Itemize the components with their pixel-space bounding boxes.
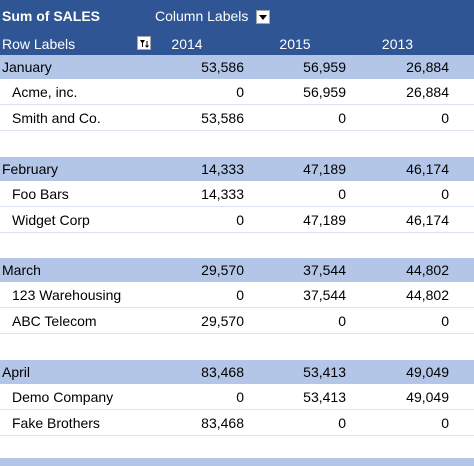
year-header-2013: 2013: [381, 35, 414, 52]
item-value-2014: 29,570: [201, 312, 244, 329]
pivot-header-top: Sum of SALES Column Labels: [0, 0, 474, 32]
item-value-2015: 0: [338, 185, 346, 202]
item-row[interactable]: Acme, inc. 0 56,959 26,884: [0, 79, 474, 105]
group-row-february[interactable]: February 14,333 47,189 46,174: [0, 157, 474, 181]
item-value-2013: 0: [441, 414, 449, 431]
item-value-2014: 0: [236, 388, 244, 405]
item-value-2014: 0: [236, 286, 244, 303]
group-total-2014: 14,333: [201, 161, 244, 177]
item-row[interactable]: ABC Telecom 29,570 0 0: [0, 308, 474, 334]
item-row[interactable]: Smith and Co. 53,586 0 0: [0, 105, 474, 131]
item-value-2015: 0: [338, 312, 346, 329]
year-header-2014: 2014: [171, 35, 203, 52]
item-value-2015: 0: [338, 109, 346, 126]
item-row[interactable]: Widget Corp 0 47,189 46,174: [0, 207, 474, 233]
item-value-2013: 44,802: [406, 286, 449, 303]
group-total-2013: 46,174: [406, 161, 449, 177]
item-value-2015: 0: [338, 414, 346, 431]
item-label: Fake Brothers: [12, 414, 100, 431]
group-total-2015: 53,413: [303, 364, 346, 380]
group-total-2013: 26,884: [406, 59, 449, 75]
group-label: February: [2, 161, 59, 177]
item-value-2014: 83,468: [201, 414, 244, 431]
group-total-2015: 37,544: [303, 262, 346, 278]
group-total-2013: 44,802: [406, 262, 449, 278]
group-row-april[interactable]: April 83,468 53,413 49,049: [0, 360, 474, 384]
item-value-2014: 14,333: [201, 185, 244, 202]
item-label: Foo Bars: [12, 185, 69, 202]
group-total-2013: 49,049: [406, 364, 449, 380]
item-label: Widget Corp: [12, 211, 90, 228]
group-total-2014: 83,468: [201, 364, 244, 380]
group-label: April: [2, 364, 31, 380]
item-value-2014: 0: [236, 83, 244, 100]
group-total-2014: 53,586: [201, 59, 244, 75]
item-label: ABC Telecom: [12, 312, 97, 329]
item-value-2015: 56,959: [303, 83, 346, 100]
item-label: Smith and Co.: [12, 109, 101, 126]
item-row[interactable]: 123 Warehousing 0 37,544 44,802: [0, 282, 474, 308]
item-value-2015: 37,544: [303, 286, 346, 303]
column-labels-header: Column Labels: [155, 8, 249, 24]
item-value-2013: 0: [441, 185, 449, 202]
item-value-2013: 46,174: [406, 211, 449, 228]
item-label: Acme, inc.: [12, 83, 78, 100]
item-row[interactable]: Demo Company 0 53,413 49,049: [0, 384, 474, 410]
next-group-band: [0, 458, 474, 466]
group-total-2015: 56,959: [303, 59, 346, 75]
group-label: January: [2, 59, 52, 75]
item-value-2013: 26,884: [406, 83, 449, 100]
item-value-2013: 0: [441, 312, 449, 329]
group-total-2014: 29,570: [201, 262, 244, 278]
item-value-2014: 0: [236, 211, 244, 228]
item-row[interactable]: Fake Brothers 83,468 0 0: [0, 410, 474, 436]
item-value-2013: 0: [441, 109, 449, 126]
item-value-2014: 53,586: [201, 109, 244, 126]
group-row-january[interactable]: January 53,586 56,959 26,884: [0, 55, 474, 79]
column-labels-dropdown-icon[interactable]: [256, 10, 270, 24]
group-label: March: [2, 262, 41, 278]
item-value-2013: 49,049: [406, 388, 449, 405]
pivot-header-years: Row Labels 2014 2015 2013: [0, 32, 474, 55]
row-labels-filter-icon[interactable]: [137, 36, 151, 50]
item-label: Demo Company: [12, 388, 114, 405]
item-value-2015: 47,189: [303, 211, 346, 228]
row-labels-header: Row Labels: [2, 35, 76, 52]
group-row-march[interactable]: March 29,570 37,544 44,802: [0, 258, 474, 282]
item-value-2015: 53,413: [303, 388, 346, 405]
item-row[interactable]: Foo Bars 14,333 0 0: [0, 181, 474, 207]
item-label: 123 Warehousing: [12, 286, 122, 303]
group-total-2015: 47,189: [303, 161, 346, 177]
year-header-2015: 2015: [279, 35, 311, 52]
pivot-title: Sum of SALES: [2, 8, 101, 24]
